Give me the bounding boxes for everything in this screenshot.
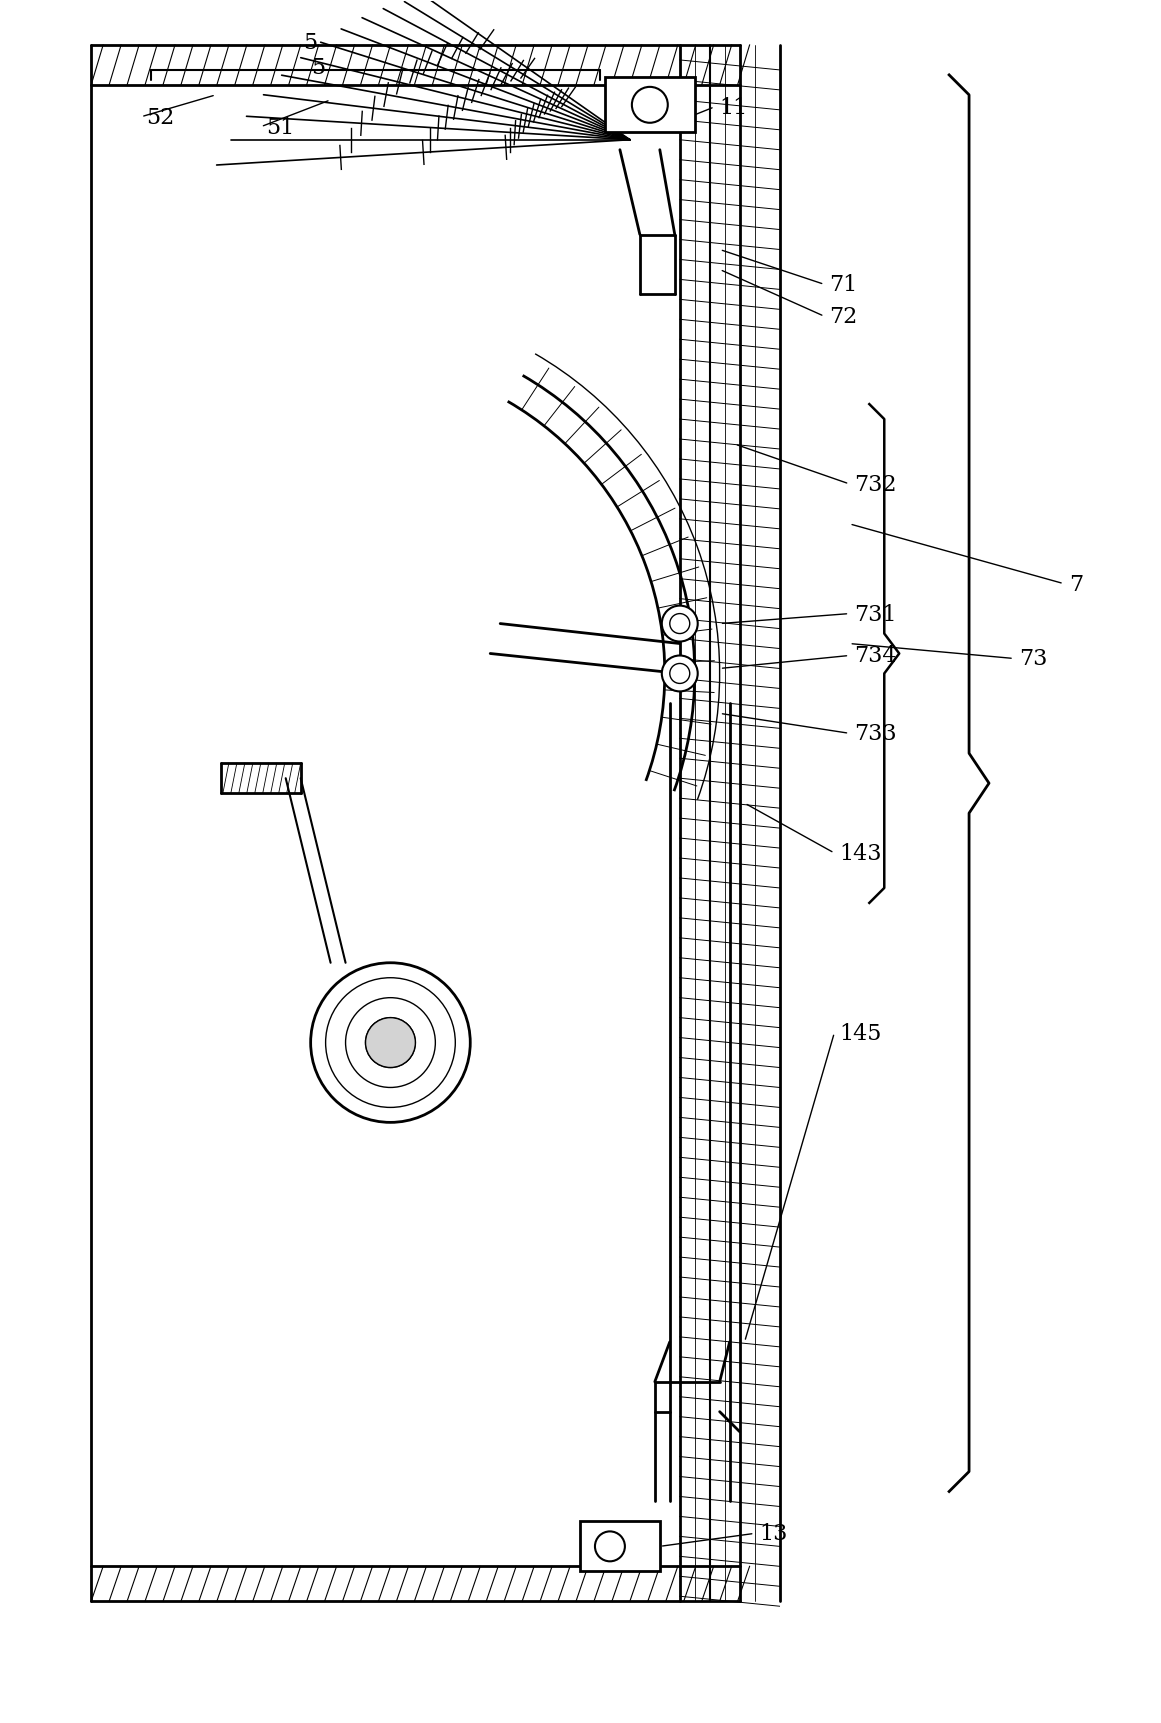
Text: 731: 731 — [854, 603, 896, 625]
FancyBboxPatch shape — [605, 78, 694, 133]
Circle shape — [670, 663, 690, 684]
Text: 5: 5 — [311, 57, 325, 79]
Text: 5: 5 — [303, 33, 318, 53]
Circle shape — [632, 88, 668, 124]
Text: 145: 145 — [839, 1022, 881, 1044]
Text: 13: 13 — [759, 1523, 788, 1544]
Text: 7: 7 — [1069, 574, 1083, 596]
FancyBboxPatch shape — [580, 1521, 659, 1571]
Text: 732: 732 — [854, 474, 896, 496]
Text: 52: 52 — [146, 107, 174, 129]
Circle shape — [670, 613, 690, 634]
Text: 71: 71 — [829, 274, 858, 296]
Text: 11: 11 — [720, 96, 748, 119]
Text: 143: 143 — [839, 843, 882, 865]
Text: 51: 51 — [266, 117, 294, 138]
Text: 734: 734 — [854, 644, 896, 667]
Text: 72: 72 — [829, 307, 858, 327]
Text: 73: 73 — [1019, 648, 1047, 670]
Circle shape — [662, 606, 698, 643]
Circle shape — [311, 963, 470, 1123]
Circle shape — [662, 656, 698, 693]
Circle shape — [366, 1018, 416, 1068]
Circle shape — [594, 1532, 625, 1561]
Text: 733: 733 — [854, 724, 897, 744]
